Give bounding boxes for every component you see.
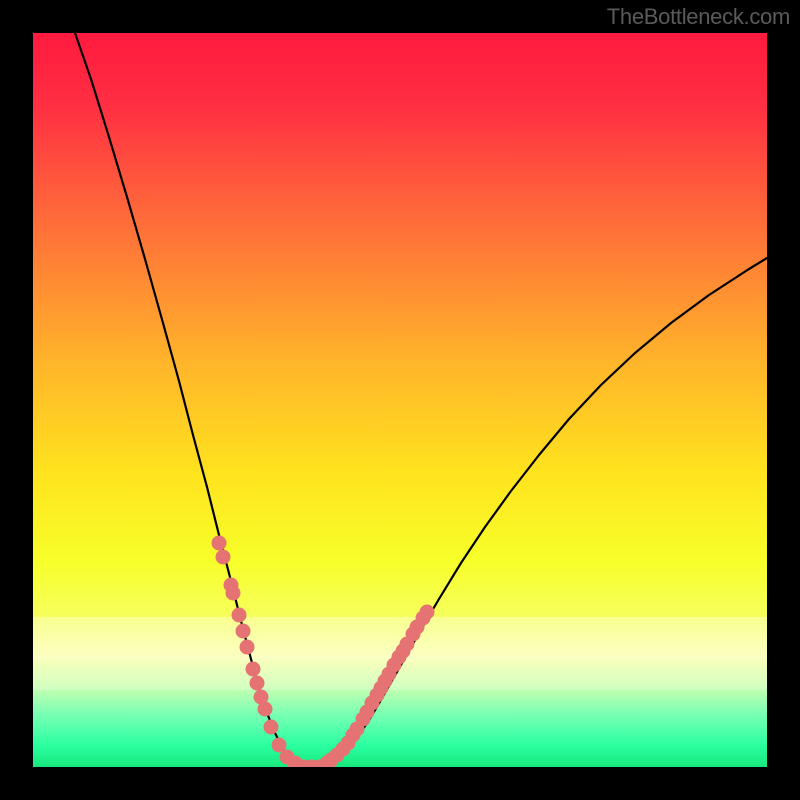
data-marker [420, 605, 434, 619]
watermark-text: TheBottleneck.com [607, 4, 790, 30]
plot-area [33, 33, 767, 767]
data-marker [226, 586, 240, 600]
data-marker [258, 702, 272, 716]
data-marker [240, 640, 254, 654]
data-marker [236, 624, 250, 638]
data-marker [216, 550, 230, 564]
data-markers [33, 33, 767, 767]
data-marker [264, 720, 278, 734]
data-marker [232, 608, 246, 622]
data-marker [272, 738, 286, 752]
data-marker [212, 536, 226, 550]
data-marker [250, 676, 264, 690]
data-marker [246, 662, 260, 676]
